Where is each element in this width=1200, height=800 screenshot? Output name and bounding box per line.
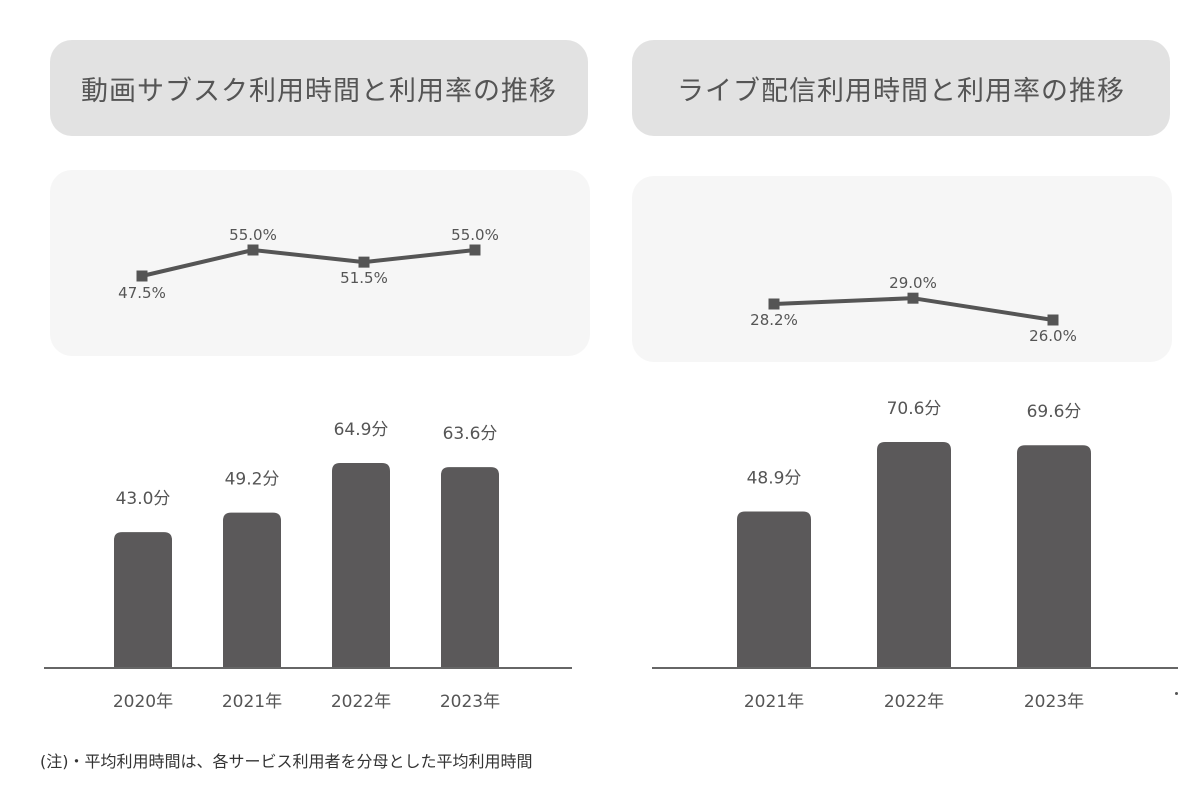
live-time-bar — [737, 511, 811, 668]
left-chart-title: 動画サブスク利用時間と利用率の推移 — [50, 40, 588, 136]
live-rate-data-label: 28.2% — [750, 311, 798, 329]
live-time-bar — [1017, 445, 1091, 668]
live-time-category-label: 2023年 — [1024, 692, 1084, 712]
live-time-category-label: 2022年 — [884, 692, 944, 712]
live-time-bar — [877, 442, 951, 668]
video-time-category-label: 2023年 — [440, 692, 500, 712]
video-rate-data-label: 47.5% — [118, 284, 166, 302]
video-time-bar — [114, 532, 172, 668]
live-rate-data-label: 26.0% — [1029, 327, 1077, 345]
video-rate-data-label: 55.0% — [451, 226, 499, 244]
live-time-category-label: 2021年 — [744, 692, 804, 712]
video-time-value-label: 64.9分 — [334, 420, 389, 440]
live-time-value-label: 69.6分 — [1027, 402, 1082, 422]
video-time-category-label: 2022年 — [331, 692, 391, 712]
live-time-value-label: 70.6分 — [887, 399, 942, 419]
video-rate-point — [358, 256, 370, 268]
video-time-category-label: 2021年 — [222, 692, 282, 712]
left-line-panel — [50, 170, 590, 356]
live-time-value-label: 48.9分 — [747, 468, 802, 488]
video-rate-point — [136, 270, 148, 282]
live-rate-point — [907, 292, 919, 304]
footnote: (注)・平均利用時間は、各サービス利用者を分母とした平均利用時間 — [40, 752, 533, 771]
video-rate-data-label: 51.5% — [340, 269, 388, 287]
video-time-value-label: 63.6分 — [443, 424, 498, 444]
video-time-bar — [441, 467, 499, 668]
stray-dot — [1175, 692, 1178, 695]
video-rate-series-line — [141, 248, 476, 278]
live-rate-point — [1047, 314, 1059, 326]
video-time-value-label: 49.2分 — [225, 470, 280, 490]
video-time-category-label: 2020年 — [113, 692, 173, 712]
video-rate-point — [247, 244, 259, 256]
video-time-value-label: 43.0分 — [116, 489, 171, 509]
live-rate-point — [768, 298, 780, 310]
live-rate-data-label: 29.0% — [889, 274, 937, 292]
video-rate-point — [469, 244, 481, 256]
video-time-bar — [223, 512, 281, 668]
right-chart-title: ライブ配信利用時間と利用率の推移 — [632, 40, 1170, 136]
right-line-panel — [632, 176, 1172, 362]
video-rate-data-label: 55.0% — [229, 226, 277, 244]
video-time-bar — [332, 463, 390, 668]
